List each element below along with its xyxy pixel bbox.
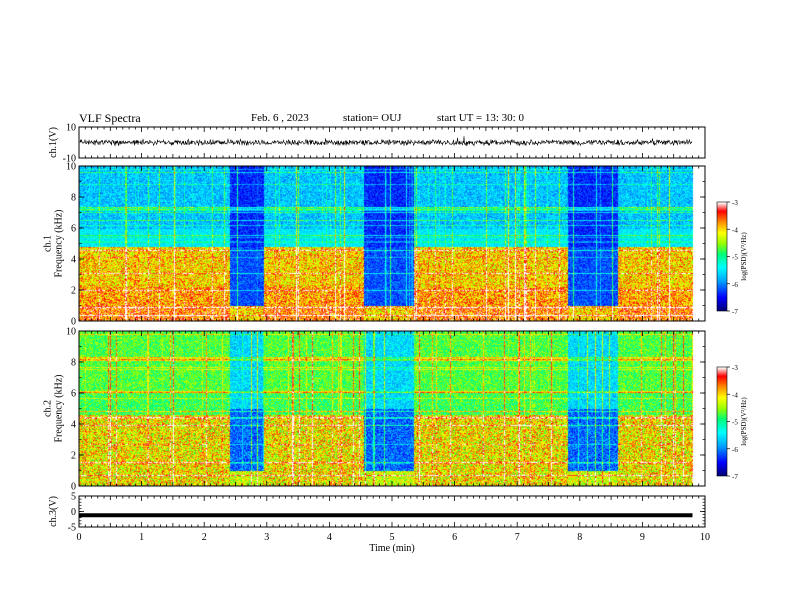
ch1-colorbar-tick-label: -3 — [732, 199, 738, 207]
ch1-colorbar-tick-label: -7 — [732, 308, 738, 316]
ch2-spectrogram-y-label-line: ch.2 — [43, 400, 54, 417]
s2-tick-label: 2 — [71, 451, 76, 462]
ch1-colorbar-tick-label: -4 — [732, 226, 738, 234]
start-ut-label: start UT = 13: 30: 0 — [437, 112, 524, 124]
ch3-tick-label: -5 — [68, 523, 76, 534]
x-tick-label: 8 — [577, 532, 582, 543]
ch1-y-axis-label: ch.1(V) — [48, 127, 59, 158]
ch2-colorbar-tick-label: -4 — [732, 391, 738, 399]
ch3-y-axis-label-line: ch.3(V) — [48, 496, 59, 527]
ch1-tick-label: 10 — [66, 123, 76, 134]
ch1-spectrogram-y-label-line: ch.1 — [43, 235, 54, 252]
ch1-tick-label: -10 — [63, 154, 76, 165]
ch2-spectrogram-image — [79, 331, 705, 486]
ch3-tick-label: 5 — [71, 492, 76, 503]
s2-tick-label: 4 — [71, 420, 76, 431]
s1-tick-label: 6 — [71, 224, 76, 235]
s1-tick-label: 2 — [71, 286, 76, 297]
x-tick-label: 3 — [264, 532, 269, 543]
x-tick-label: 9 — [640, 532, 645, 543]
s2-tick-label: 6 — [71, 389, 76, 400]
ch1-colorbar-label: log(PSD)(V²/Hz) — [740, 232, 748, 281]
ch2-spectrogram-y-label: ch.2 Frequency (kHz) — [43, 374, 65, 442]
ch1-waveform-trace — [79, 136, 693, 147]
ch1-colorbar-label-text: log(PSD)(V²/Hz) — [740, 232, 748, 281]
s1-tick-label: 0 — [71, 317, 76, 328]
ch1-spectrogram-y-label-line: Frequency (kHz) — [54, 209, 65, 277]
x-tick-label: 10 — [700, 532, 710, 543]
ch1-colorbar-tick-label: -6 — [732, 281, 738, 289]
ch2-colorbar-tick-label: -6 — [732, 446, 738, 454]
ch2-colorbar-tick-label: -3 — [732, 364, 738, 372]
x-tick-label: 1 — [139, 532, 144, 543]
station-label: station= OUJ — [343, 112, 402, 124]
ch1-spectrogram-image — [79, 166, 705, 321]
s2-tick-label: 10 — [66, 327, 76, 338]
s2-tick-label: 0 — [71, 482, 76, 493]
ch1-colorbar — [717, 202, 727, 311]
ch2-colorbar-tick-label: -7 — [732, 473, 738, 481]
x-axis-label: Time (min) — [369, 543, 414, 554]
s2-tick-label: 8 — [71, 358, 76, 369]
chart-title: VLF Spectra — [79, 111, 141, 125]
x-tick-label: 4 — [327, 532, 332, 543]
date-label: Feb. 6 , 2023 — [251, 112, 309, 124]
ch2-colorbar-label-text: log(PSD)(V²/Hz) — [740, 397, 748, 446]
x-tick-label: 5 — [390, 532, 395, 543]
ch1-spectrogram-y-label: ch.1 Frequency (kHz) — [43, 209, 65, 277]
x-tick-label: 6 — [452, 532, 457, 543]
x-tick-label: 2 — [202, 532, 207, 543]
ch2-colorbar-tick-label: -5 — [732, 419, 738, 427]
x-tick-label: 0 — [77, 532, 82, 543]
ch2-colorbar — [717, 367, 727, 476]
ch3-y-axis-label: ch.3(V) — [48, 496, 59, 527]
ch1-y-axis-label-line: ch.1(V) — [48, 127, 59, 158]
ch3-tick-label: 0 — [71, 507, 76, 518]
x-tick-label: 7 — [515, 532, 520, 543]
s1-tick-label: 8 — [71, 193, 76, 204]
s1-tick-label: 4 — [71, 255, 76, 266]
s1-tick-label: 10 — [66, 162, 76, 173]
ch2-spectrogram-y-label-line: Frequency (kHz) — [54, 374, 65, 442]
ch2-colorbar-label: log(PSD)(V²/Hz) — [740, 397, 748, 446]
ch1-colorbar-tick-label: -5 — [732, 254, 738, 262]
